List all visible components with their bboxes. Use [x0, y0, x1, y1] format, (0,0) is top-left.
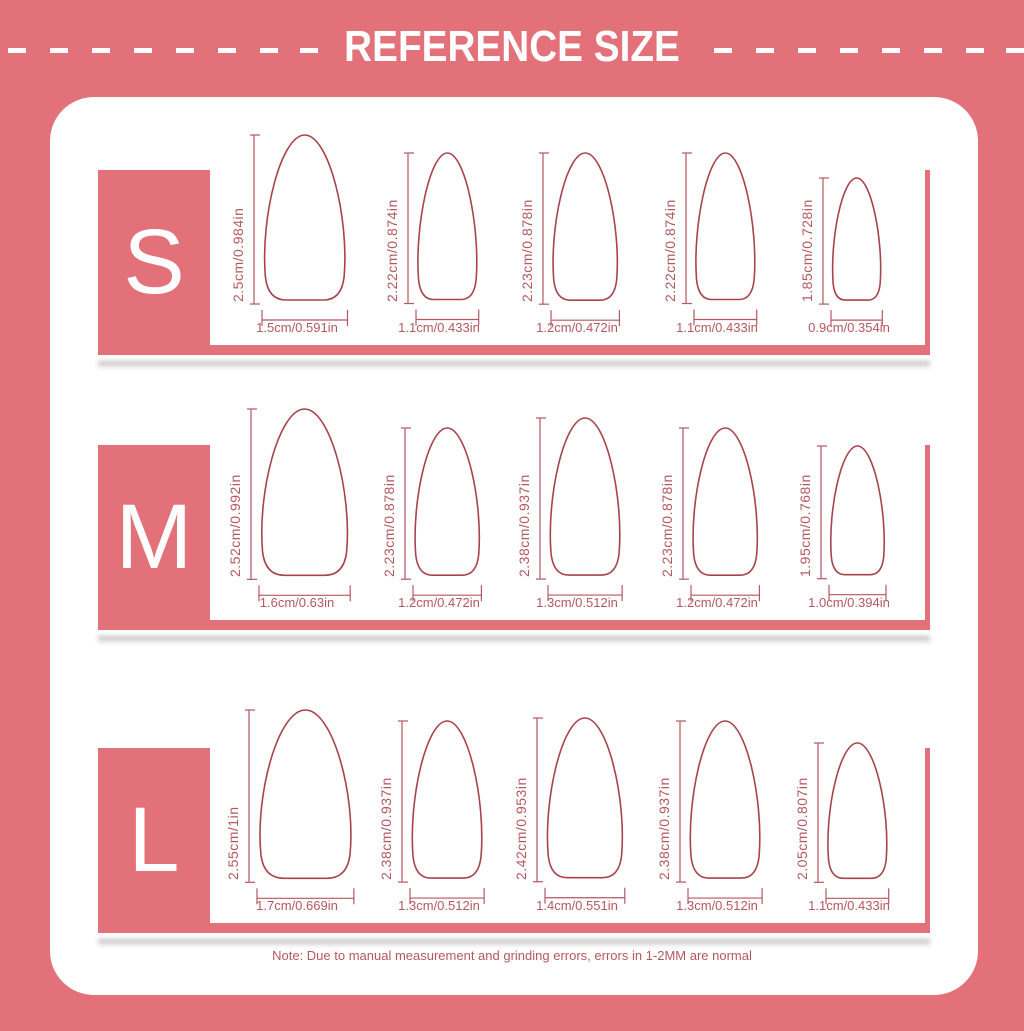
dash-decoration	[218, 48, 236, 53]
nail-width-label: 1.1cm/0.433in	[808, 898, 890, 913]
nail-length-label: 2.42cm/0.953in	[513, 777, 530, 880]
nail-outline	[832, 177, 882, 301]
nail-width-label: 1.3cm/0.512in	[536, 595, 618, 610]
nail-shape	[244, 708, 355, 904]
measurement-note: Note: Due to manual measurement and grin…	[272, 948, 752, 963]
nail-shape	[816, 445, 887, 601]
nail-outline	[549, 417, 621, 576]
nail-length-label: 2.23cm/0.878in	[658, 474, 675, 577]
dash-decoration	[924, 48, 942, 53]
nail-outline	[261, 407, 349, 576]
size-row-l: L	[98, 748, 930, 947]
size-label: S	[98, 170, 210, 355]
nail-length-label: 2.52cm/0.992in	[227, 474, 244, 577]
nail-outline	[264, 134, 346, 301]
row-border-bottom	[210, 923, 930, 933]
nail-outline	[546, 717, 624, 879]
nail-length-label: 2.55cm/1in	[224, 806, 241, 880]
nail-width-label: 1.7cm/0.669in	[256, 898, 338, 913]
row-shadow	[98, 939, 930, 947]
nail-shape	[813, 741, 889, 904]
row-border-right	[925, 748, 930, 933]
nail-outline	[694, 152, 756, 301]
nail-length-label: 2.22cm/0.874in	[383, 199, 400, 302]
nail-shape	[681, 152, 757, 326]
row-border-right	[925, 445, 930, 630]
size-label: L	[98, 748, 210, 933]
nail-width-label: 1.6cm/0.63in	[259, 595, 335, 610]
nail-width-label: 1.1cm/0.433in	[676, 320, 758, 335]
nail-width-label: 1.2cm/0.472in	[676, 595, 758, 610]
nail-outline	[411, 720, 483, 879]
nail-shape	[675, 720, 763, 904]
row-border-bottom	[210, 345, 930, 355]
nail-shape	[250, 134, 349, 326]
dash-decoration	[1006, 48, 1024, 53]
dash-decoration	[50, 48, 68, 53]
row-shadow	[98, 361, 930, 369]
nail-shape	[247, 407, 352, 601]
nail-length-label: 2.38cm/0.937in	[377, 777, 394, 880]
page-title: REFERENCE SIZE	[344, 22, 680, 71]
dash-decoration	[714, 48, 732, 53]
dash-decoration	[176, 48, 194, 53]
row-shadow	[98, 636, 930, 644]
size-row-m: M	[98, 445, 930, 644]
dash-decoration	[134, 48, 152, 53]
dash-decoration	[840, 48, 858, 53]
dash-decoration	[966, 48, 984, 53]
row-border-bottom	[210, 620, 930, 630]
nail-shape	[533, 717, 626, 904]
nail-width-label: 1.0cm/0.394in	[808, 595, 890, 610]
size-label: M	[98, 445, 210, 630]
nail-width-label: 1.3cm/0.512in	[676, 898, 758, 913]
nail-shape	[678, 427, 760, 601]
nail-shape	[819, 177, 884, 326]
dash-decoration	[798, 48, 816, 53]
dash-decoration	[8, 48, 26, 53]
nail-outline	[414, 427, 480, 576]
nail-length-label: 2.38cm/0.937in	[515, 474, 532, 577]
nail-outline	[416, 152, 478, 301]
nail-width-label: 1.2cm/0.472in	[398, 595, 480, 610]
nail-length-label: 2.05cm/0.807in	[793, 777, 810, 880]
nail-outline	[692, 427, 758, 576]
nail-outline	[258, 708, 352, 879]
nail-width-label: 0.9cm/0.354in	[808, 320, 890, 335]
size-row-s: S	[98, 170, 930, 369]
dash-decoration	[882, 48, 900, 53]
nail-length-label: 1.85cm/0.728in	[799, 199, 816, 302]
nail-length-label: 1.95cm/0.768in	[796, 474, 813, 577]
nail-outline	[826, 741, 888, 879]
nail-shape	[397, 720, 485, 904]
dash-decoration	[260, 48, 278, 53]
nail-length-label: 2.5cm/0.984in	[230, 207, 247, 302]
nail-width-label: 1.3cm/0.512in	[398, 898, 480, 913]
dash-decoration	[756, 48, 774, 53]
nail-width-label: 1.2cm/0.472in	[536, 320, 618, 335]
row-border-right	[925, 170, 930, 355]
nail-outline	[689, 720, 761, 879]
dash-decoration	[300, 48, 318, 53]
nail-length-label: 2.23cm/0.878in	[380, 474, 397, 577]
nail-shape	[535, 417, 623, 601]
nail-length-label: 2.23cm/0.878in	[518, 199, 535, 302]
nail-length-label: 2.22cm/0.874in	[661, 199, 678, 302]
nail-width-label: 1.5cm/0.591in	[256, 320, 338, 335]
nail-length-label: 2.38cm/0.937in	[655, 777, 672, 880]
nail-width-label: 1.1cm/0.433in	[398, 320, 480, 335]
nail-outline	[552, 152, 618, 301]
dash-decoration	[92, 48, 110, 53]
nail-width-label: 1.4cm/0.551in	[536, 898, 618, 913]
nail-shape	[403, 152, 479, 326]
nail-shape	[538, 152, 620, 326]
nail-outline	[829, 445, 885, 576]
nail-shape	[400, 427, 482, 601]
